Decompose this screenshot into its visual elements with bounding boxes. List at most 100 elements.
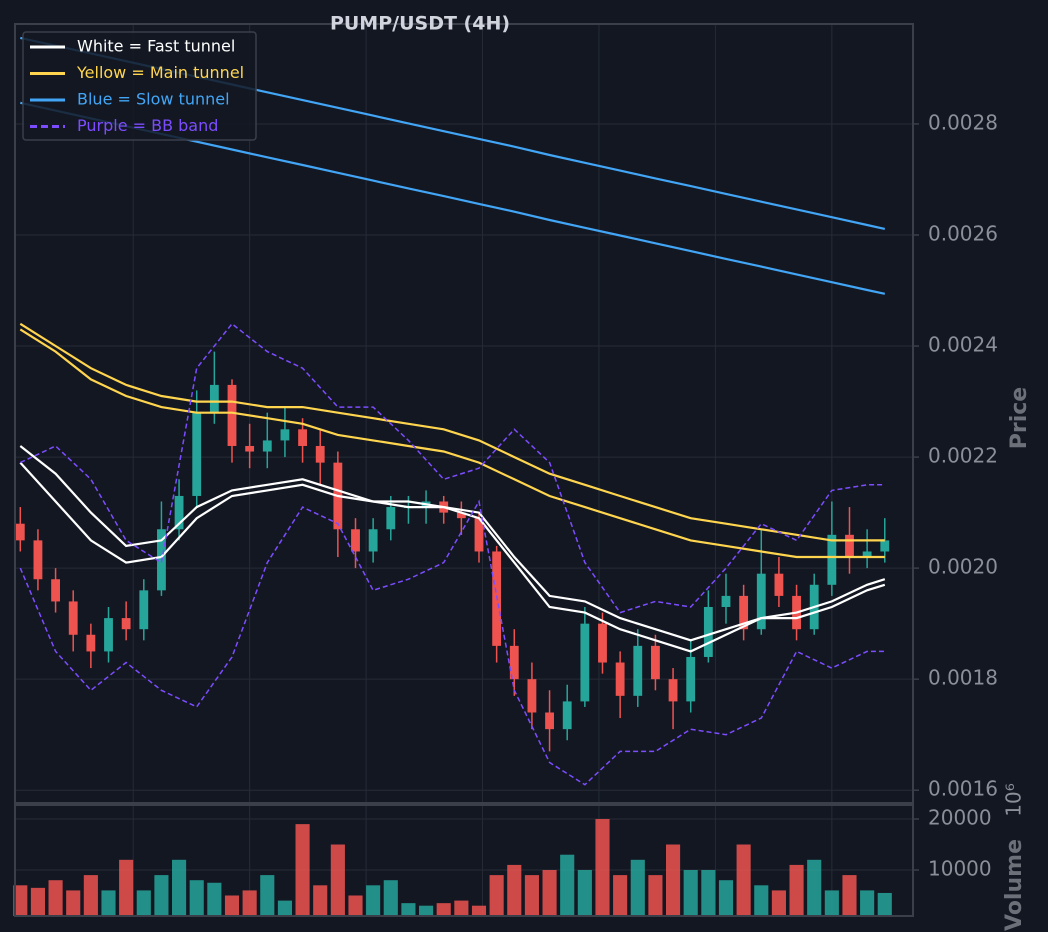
volume-bar bbox=[224, 895, 240, 916]
candle-body bbox=[174, 495, 184, 530]
candle-body bbox=[827, 534, 837, 585]
candle-body bbox=[315, 445, 325, 463]
tunnel-line bbox=[19, 328, 885, 559]
candle-body bbox=[33, 540, 43, 580]
candle-body bbox=[615, 662, 625, 696]
volume-bar bbox=[577, 870, 592, 916]
volume-bar bbox=[560, 854, 575, 916]
y-tick-label: 0.0022 bbox=[928, 444, 998, 468]
volume-bar bbox=[613, 875, 628, 916]
volume-bar bbox=[207, 882, 222, 916]
candle-body bbox=[456, 512, 466, 519]
volume-bar bbox=[807, 859, 822, 916]
tunnel-line bbox=[19, 499, 885, 786]
volume-bar bbox=[277, 900, 292, 916]
volume-bar bbox=[101, 890, 116, 916]
candle-body bbox=[139, 590, 149, 630]
legend-box bbox=[22, 31, 257, 141]
volume-bar bbox=[401, 903, 416, 916]
candle-body bbox=[668, 679, 678, 702]
y-tick-label: 0.0028 bbox=[928, 110, 998, 134]
candle-body bbox=[192, 412, 202, 496]
candle-body bbox=[756, 573, 766, 630]
volume-bar bbox=[48, 880, 63, 916]
tunnel-line bbox=[19, 322, 885, 542]
tunnel-line bbox=[19, 322, 885, 614]
volume-bar bbox=[789, 864, 804, 916]
candle-body bbox=[598, 623, 607, 663]
volume-bar bbox=[366, 885, 381, 916]
volume-bar bbox=[701, 870, 716, 916]
candle-body bbox=[509, 645, 519, 680]
grid: 0.0016 0.0018 0.0020 0.0022 0.0024 0.0026 0.00… bbox=[15, 24, 998, 916]
volume-bar bbox=[542, 870, 557, 916]
candle-body bbox=[227, 384, 237, 446]
volume-bar bbox=[119, 859, 134, 916]
candle-body bbox=[386, 507, 396, 530]
volume-bar bbox=[313, 885, 328, 916]
volume-bar bbox=[877, 892, 892, 916]
candle-body bbox=[721, 595, 731, 608]
volume-bar bbox=[630, 859, 645, 916]
candle-body bbox=[651, 645, 660, 680]
volume-bar bbox=[330, 844, 345, 916]
candle-body bbox=[474, 518, 484, 552]
volume-offset-label: 10⁶ bbox=[1002, 783, 1026, 816]
volume-bar bbox=[154, 875, 169, 916]
volume-bar bbox=[383, 880, 398, 916]
volume-bar bbox=[771, 890, 786, 916]
candle-body bbox=[262, 440, 272, 452]
volume-bar bbox=[348, 895, 363, 916]
candle-body bbox=[298, 429, 307, 446]
y-tick-label: 0.0020 bbox=[928, 555, 998, 579]
volume-bar bbox=[419, 905, 434, 916]
volume-bar bbox=[683, 870, 698, 916]
candle-body bbox=[280, 429, 290, 441]
y-tick-label: 0.0018 bbox=[928, 666, 998, 690]
volume-bar bbox=[736, 844, 751, 916]
volume-bar bbox=[648, 875, 663, 916]
y-tick-label: 0.0016 bbox=[928, 777, 998, 801]
volume-bar bbox=[260, 875, 275, 916]
volume-bar bbox=[471, 905, 487, 916]
legend: White = Fast tunnel Yellow = Main tunnel B… bbox=[22, 31, 257, 141]
price-panel-frame bbox=[14, 23, 914, 804]
volume-bar bbox=[189, 880, 204, 916]
volume-bar bbox=[83, 875, 98, 916]
volume-bar bbox=[172, 859, 187, 916]
candle-body bbox=[51, 579, 60, 602]
legend-label: Purple = BB band bbox=[77, 116, 218, 135]
volume-tick-label: 10000 bbox=[928, 857, 992, 881]
candle-body bbox=[527, 679, 537, 713]
volume-bar bbox=[507, 864, 522, 916]
candle-body bbox=[545, 712, 554, 730]
y-axis-label: Price bbox=[1007, 387, 1032, 449]
candle-body bbox=[121, 618, 131, 630]
volume-panel-frame bbox=[14, 804, 914, 917]
volume-bar bbox=[860, 890, 875, 916]
candle-body bbox=[368, 529, 378, 552]
volume-bar bbox=[718, 880, 734, 916]
y-tick-label: 0.0026 bbox=[928, 221, 998, 245]
candle-body bbox=[862, 551, 872, 558]
volume-bar bbox=[666, 844, 681, 916]
candle-body bbox=[104, 618, 113, 652]
volume-bar bbox=[595, 819, 610, 916]
volume-bar bbox=[136, 890, 151, 916]
volume-bar bbox=[66, 890, 81, 916]
candle-body bbox=[633, 645, 643, 696]
volume-bar bbox=[295, 824, 310, 916]
volume-bar bbox=[242, 890, 257, 916]
volume-bar bbox=[524, 875, 539, 916]
candle-body bbox=[351, 529, 360, 552]
volume-bar bbox=[454, 900, 469, 916]
legend-label: Yellow = Main tunnel bbox=[76, 63, 244, 82]
volume-bar bbox=[30, 887, 45, 916]
chart-title: PUMP/USDT (4H) bbox=[330, 13, 510, 35]
y-tick-label: 0.0024 bbox=[928, 333, 998, 357]
candle-body bbox=[686, 656, 696, 702]
candle-body bbox=[580, 623, 590, 702]
